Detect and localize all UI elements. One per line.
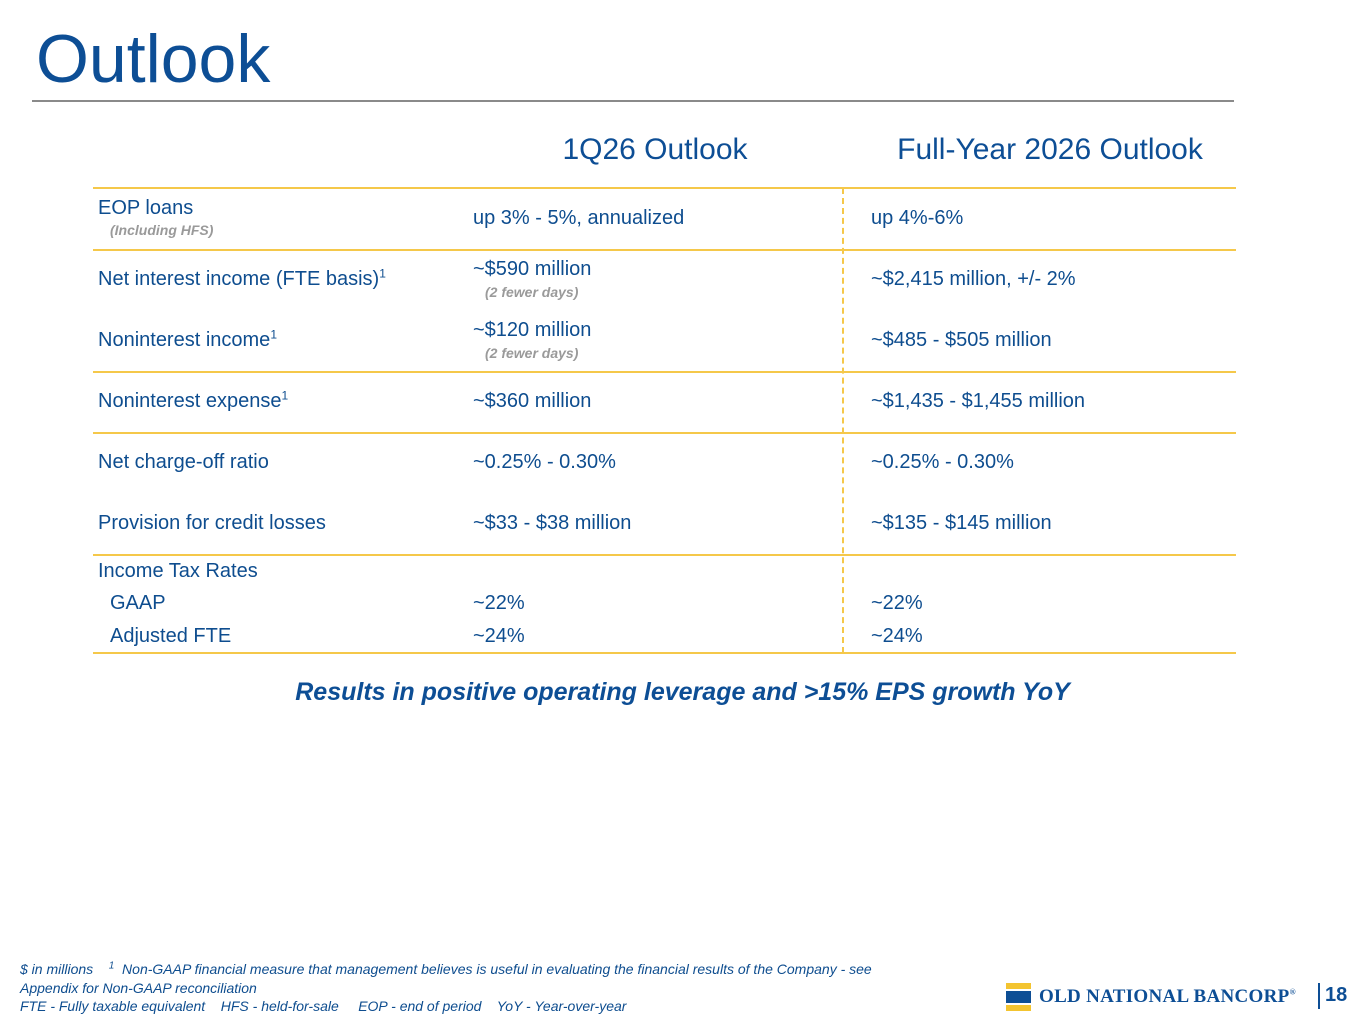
table-rule (93, 652, 1236, 654)
table-rule (93, 371, 1236, 373)
row-label: Noninterest expense1 (98, 388, 289, 412)
fy-value: ~$135 - $145 million (871, 512, 1052, 534)
footnote-line: Appendix for Non-GAAP reconciliation (20, 979, 257, 996)
q-note: (2 fewer days) (485, 345, 579, 361)
row-label: Income Tax Rates (98, 560, 258, 582)
footnotes: $ in millions 1 Non-GAAP financial measu… (20, 960, 872, 1016)
column-header-1q26: 1Q26 Outlook (562, 133, 748, 166)
row-note: (Including HFS) (110, 222, 214, 238)
row-label: Net interest income (FTE basis)1 (98, 266, 386, 290)
fy-value: ~$485 - $505 million (871, 329, 1052, 351)
q-value: up 3% - 5%, annualized (473, 207, 685, 229)
q-note: (2 fewer days) (485, 284, 579, 300)
row-label: Noninterest income1 (98, 327, 277, 351)
page-number-divider (1318, 983, 1320, 1009)
row-label: Provision for credit losses (98, 512, 326, 534)
column-divider (842, 188, 844, 653)
q-value: ~22% (473, 592, 525, 614)
title-divider (32, 100, 1234, 102)
fy-value: up 4%-6% (871, 207, 964, 229)
row-sublabel-gaap: GAAP (110, 592, 166, 614)
fy-value: ~24% (871, 625, 923, 647)
q-value: ~0.25% - 0.30% (473, 451, 616, 473)
column-header-fy2026: Full-Year 2026 Outlook (897, 133, 1203, 166)
fy-value: ~22% (871, 592, 923, 614)
q-value: ~$590 million (473, 258, 592, 280)
footnote-line: $ in millions 1 Non-GAAP financial measu… (20, 960, 872, 977)
row-label: EOP loans (98, 197, 194, 219)
table-rule (93, 554, 1236, 556)
fy-value: ~$1,435 - $1,455 million (871, 390, 1086, 412)
fy-value: ~$2,415 million, +/- 2% (871, 268, 1076, 290)
brand-mark-icon (1006, 983, 1031, 1011)
row-sublabel-adjusted-fte: Adjusted FTE (110, 625, 232, 647)
q-value: ~$120 million (473, 319, 592, 341)
page-number: 18 (1325, 984, 1348, 1006)
q-value: ~24% (473, 625, 525, 647)
brand-logo: OLD NATIONAL BANCORP® (1006, 983, 1296, 1011)
q-value: ~$33 - $38 million (473, 512, 632, 534)
table-rule (93, 249, 1236, 251)
footnote-line: FTE - Fully taxable equivalent HFS - hel… (20, 998, 627, 1014)
q-value: ~$360 million (473, 390, 592, 412)
table-rule (93, 432, 1236, 434)
table-rule (93, 187, 1236, 189)
tagline: Results in positive operating leverage a… (295, 678, 1070, 706)
fy-value: ~0.25% - 0.30% (871, 451, 1014, 473)
brand-name: OLD NATIONAL BANCORP® (1039, 986, 1296, 1007)
page-title: Outlook (36, 21, 271, 97)
row-label: Net charge-off ratio (98, 451, 269, 473)
